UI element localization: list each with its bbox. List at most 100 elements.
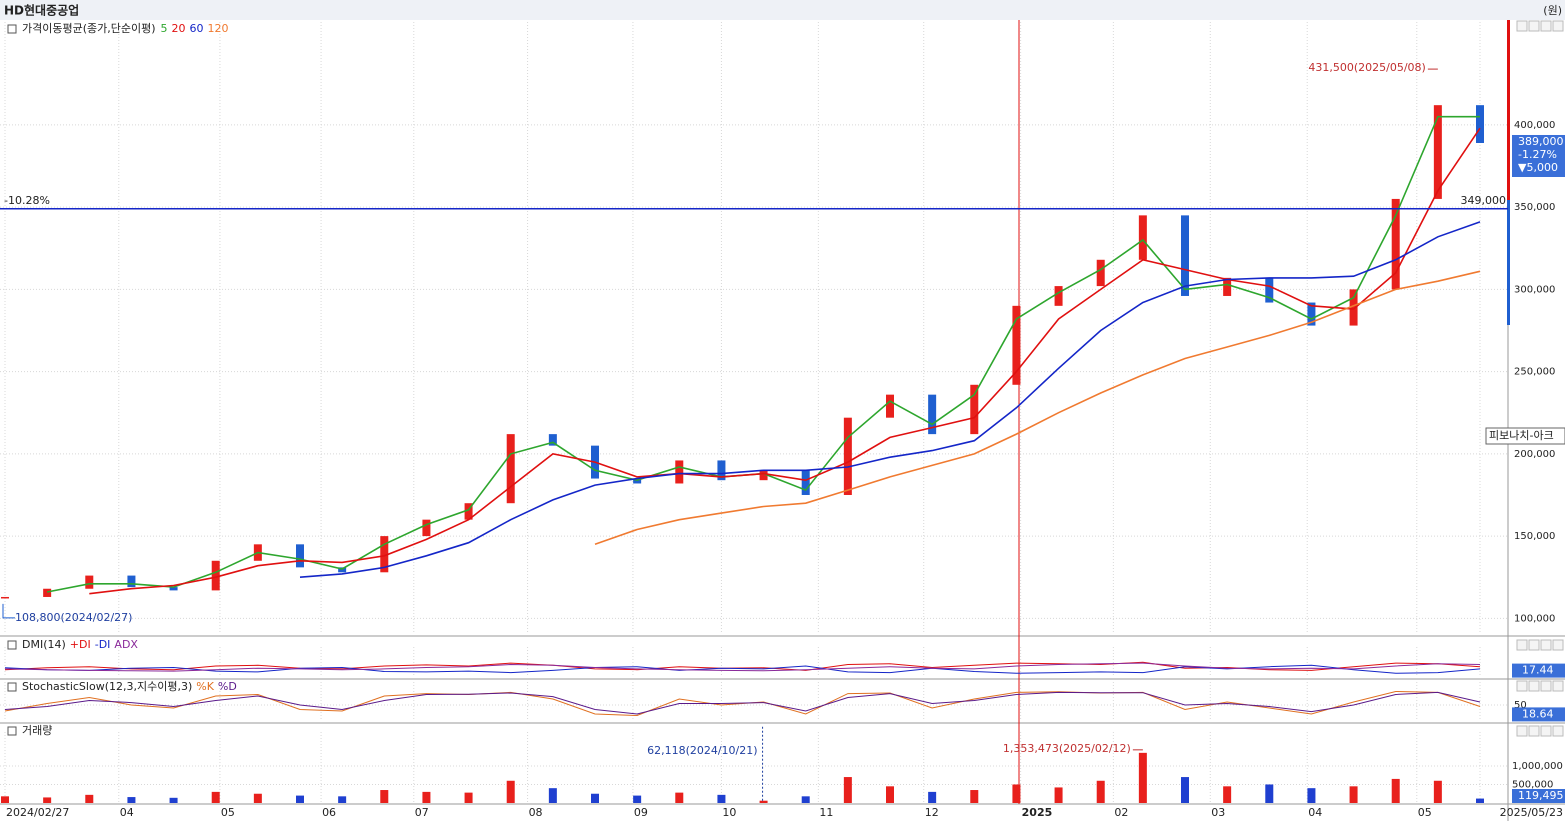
candle — [211, 560, 220, 591]
volume-bar — [759, 800, 768, 803]
x-tick-label: 07 — [415, 806, 429, 819]
line-series — [4, 691, 1481, 715]
volume-bar — [1265, 784, 1274, 803]
legend-title: 가격이동평균(종가,단순이평) — [22, 22, 156, 35]
legend-box — [7, 640, 17, 650]
candle — [1476, 105, 1484, 143]
candle — [548, 434, 557, 446]
y-tick-label: 350,000 — [1514, 202, 1555, 213]
legend-box — [7, 682, 17, 692]
x-tick-label: 04 — [1308, 806, 1322, 819]
control-button — [1540, 639, 1552, 651]
high-label: 431,500(2025/05/08) — [1308, 61, 1425, 74]
x-tick-label: 08 — [529, 806, 543, 819]
candle — [1, 596, 9, 599]
volume-bar — [843, 777, 852, 803]
change-amount: ▼5,000 — [1518, 161, 1558, 174]
volume-bar — [1223, 786, 1232, 803]
y-tick-label: 150,000 — [1514, 531, 1555, 542]
low-marker — [2, 603, 15, 619]
candle — [1433, 105, 1442, 199]
value-badge — [1512, 663, 1565, 678]
x-tick-label: 11 — [819, 806, 833, 819]
x-tick-label: 12 — [925, 806, 939, 819]
mark-label: 62,118(2024/10/21) — [647, 744, 757, 757]
volume-bar — [43, 797, 52, 803]
x-tick-label: 10 — [722, 806, 736, 819]
volume-bar — [422, 791, 431, 803]
candle — [759, 470, 768, 481]
candle — [380, 536, 389, 573]
candle — [970, 384, 979, 435]
y-tick-label: 300,000 — [1514, 284, 1555, 295]
header-bar — [0, 0, 1565, 20]
panel-title: StochasticSlow(12,3,지수이평,3) — [22, 680, 192, 693]
line-series — [299, 221, 1481, 578]
control-button — [1552, 680, 1564, 692]
control-button — [1528, 725, 1540, 737]
price-badge — [1512, 134, 1565, 177]
candle — [296, 544, 304, 568]
fib-box — [1485, 427, 1565, 445]
legend-box — [7, 24, 17, 34]
candle — [422, 519, 431, 537]
x-tick-label: 05 — [1418, 806, 1432, 819]
candle — [43, 588, 52, 597]
control-button — [1528, 680, 1540, 692]
candle — [1054, 286, 1063, 306]
candle — [464, 503, 473, 520]
candle — [886, 394, 894, 418]
volume-bar — [1, 796, 9, 803]
volume-bar — [1391, 778, 1400, 803]
volume-bar — [127, 797, 136, 803]
legend-box — [7, 726, 17, 736]
candle — [1138, 215, 1147, 260]
legend-entry: %K — [196, 680, 214, 693]
axis-range-bar — [1507, 200, 1510, 325]
fib-label: 피보나치-아크 — [1489, 429, 1554, 442]
candle — [85, 575, 94, 589]
volume-bar — [675, 792, 684, 803]
volume-bar — [1433, 780, 1442, 803]
volume-bar — [801, 796, 810, 803]
x-tick-label: 05 — [221, 806, 235, 819]
volume-bar — [928, 791, 937, 803]
y-tick-label: 400,000 — [1514, 120, 1555, 131]
volume-bar — [591, 793, 599, 803]
control-button — [1528, 639, 1540, 651]
volume-bar — [296, 795, 304, 803]
panel-title: DMI(14) — [22, 638, 66, 651]
volume-bar — [211, 791, 220, 803]
hline-label: 349,000 — [1461, 194, 1507, 207]
line-series — [89, 127, 1481, 595]
max-label: 1,353,473(2025/02/12) — [1003, 742, 1131, 755]
y-tick-label: 1,000,000 — [1512, 761, 1563, 772]
value-badge-label: 119,495 — [1518, 789, 1564, 802]
x-tick-label: 04 — [120, 806, 134, 819]
candle — [928, 394, 937, 435]
legend-entry: ADX — [114, 638, 138, 651]
volume-bar — [1181, 777, 1189, 803]
x-tick-label: 2025/05/23 — [1500, 806, 1563, 819]
y-tick-label: 200,000 — [1514, 449, 1555, 460]
change-label: -1.27% — [1518, 148, 1557, 161]
volume-bar — [886, 786, 894, 803]
control-button — [1516, 680, 1528, 692]
control-button — [1528, 20, 1540, 32]
candle — [1223, 277, 1232, 296]
candle — [169, 587, 178, 591]
control-button — [1516, 20, 1528, 32]
volume-bar — [169, 797, 178, 803]
candle — [675, 460, 684, 484]
volume-bar — [633, 795, 642, 803]
volume-bar — [1476, 798, 1484, 803]
control-button — [1516, 725, 1528, 737]
candle — [1265, 277, 1274, 303]
volume-bar — [717, 794, 726, 803]
candle — [1307, 302, 1316, 326]
control-button — [1540, 680, 1552, 692]
candle — [506, 434, 515, 504]
x-tick-label: 03 — [1211, 806, 1225, 819]
y-tick-label: 500,000 — [1512, 779, 1553, 790]
